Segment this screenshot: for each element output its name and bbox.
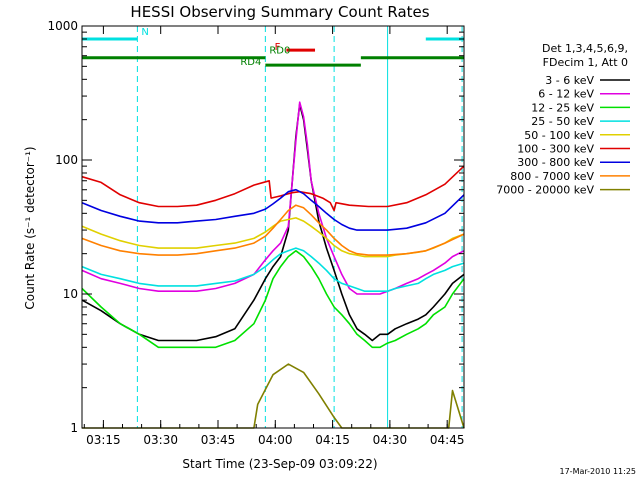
legend-label-8: 7000 - 20000 keV: [496, 184, 594, 197]
x-axis-label: Start Time (23-Sep-09 03:09:22): [182, 457, 377, 471]
x-tick-label-5: 04:30: [373, 433, 408, 447]
legend-label-5: 100 - 300 keV: [517, 143, 594, 156]
series-line-2: [81, 250, 465, 349]
series-line-6: [81, 188, 465, 231]
series-line-3: [81, 247, 465, 293]
x-tick-label-4: 04:15: [315, 433, 350, 447]
plot-frame: [81, 25, 465, 429]
flag-label-f: F: [275, 42, 281, 53]
legend-label-3: 25 - 50 keV: [531, 115, 594, 128]
legend-label-4: 50 - 100 keV: [524, 129, 594, 142]
series-line-1: [81, 101, 465, 295]
series-line-7: [81, 204, 465, 256]
x-tick-label-1: 03:30: [143, 433, 178, 447]
legend-label-7: 800 - 7000 keV: [510, 170, 594, 183]
flag-label-n: N: [141, 27, 148, 38]
series-line-5: [81, 165, 465, 212]
x-tick-label-6: 04:45: [430, 433, 465, 447]
legend-label-1: 6 - 12 keV: [538, 88, 594, 101]
flag-label-rd4: RD4: [240, 57, 261, 68]
chart-title: HESSI Observing Summary Count Rates: [130, 3, 429, 21]
x-tick-label-3: 04:00: [258, 433, 293, 447]
series-line-0: [81, 103, 465, 342]
flag-label-rd0: RD0: [269, 46, 290, 57]
legend-header-line-1: Det 1,3,4,5,6,9,: [542, 42, 628, 55]
y-axis-ticks: 1 10 100 1000: [47, 19, 464, 435]
series-line-8: [82, 363, 465, 429]
x-tick-label-2: 03:45: [201, 433, 236, 447]
footer-date: 17-Mar-2010 11:25: [560, 467, 637, 476]
y-tick-label-3: 1000: [47, 19, 78, 33]
legend-label-0: 3 - 6 keV: [545, 74, 594, 87]
legend-label-6: 300 - 800 keV: [517, 156, 594, 169]
y-tick-label-2: 100: [55, 153, 78, 167]
legend-header-line-2: FDecim 1, Att 0: [543, 56, 628, 69]
x-axis-ticks: 03:15 03:30 03:45 04:00 04:15 04:30 04:45: [83, 26, 465, 447]
series-lines: [81, 101, 465, 429]
y-tick-label-1: 10: [63, 287, 78, 301]
y-axis-label: Count Rate (s⁻¹ detector⁻¹): [23, 146, 37, 309]
x-tick-label-0: 03:15: [86, 433, 121, 447]
y-tick-label-0: 1: [70, 421, 78, 435]
legend: Det 1,3,4,5,6,9, FDecim 1, Att 0 3 - 6 k…: [496, 42, 630, 197]
legend-label-2: 12 - 25 keV: [531, 101, 594, 114]
